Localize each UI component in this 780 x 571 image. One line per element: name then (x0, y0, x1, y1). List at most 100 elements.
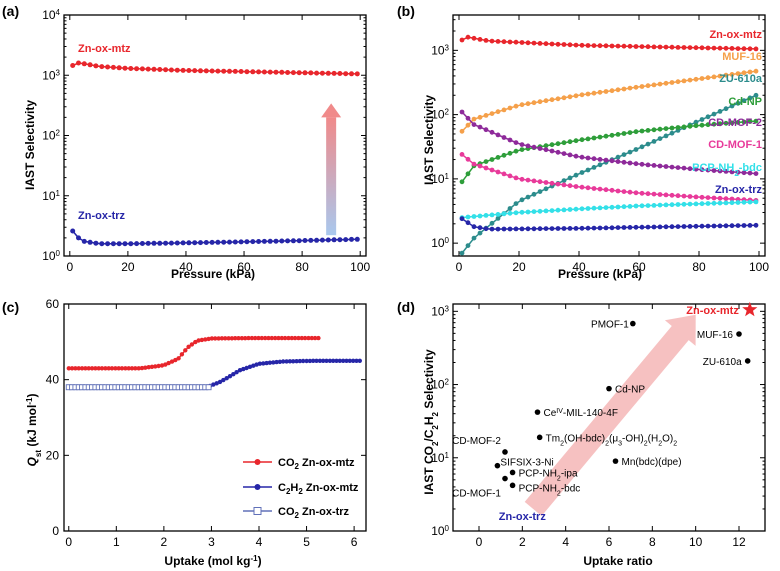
data-point (621, 43, 627, 49)
data-point (507, 105, 513, 111)
data-point (537, 99, 543, 105)
data-point (735, 223, 741, 229)
data-point (277, 359, 283, 364)
data-point (169, 359, 175, 364)
data-point (687, 194, 693, 199)
data-point (211, 382, 216, 387)
series-co2-zn-ox-mtz (66, 335, 321, 371)
data-point (477, 114, 483, 120)
data-point (174, 240, 180, 246)
data-point (711, 74, 717, 80)
data-point (269, 335, 274, 341)
data-point (304, 358, 309, 364)
x-tick-label: 80 (295, 260, 309, 274)
data-point (675, 165, 681, 171)
data-point (633, 147, 639, 152)
data-point (215, 68, 221, 74)
data-point (271, 360, 276, 365)
data-point (633, 161, 639, 167)
point-muf-16: MUF-16 (697, 330, 742, 341)
data-point (243, 336, 248, 341)
data-point (705, 45, 711, 51)
panel-a-arrow-head (321, 103, 342, 118)
data-point (513, 226, 519, 232)
data-point (603, 157, 609, 163)
panel-b-legend-label: CD-MOF-2 (708, 117, 762, 129)
data-point (186, 68, 192, 73)
data-point (465, 156, 471, 162)
data-point (238, 69, 244, 74)
data-point (324, 358, 329, 363)
data-point (693, 119, 699, 125)
data-point (711, 45, 717, 51)
data-point (81, 61, 87, 67)
data-point (282, 335, 288, 341)
data-point (645, 141, 651, 147)
data-point (87, 62, 93, 68)
data-point (109, 366, 115, 371)
data-point (651, 203, 657, 208)
data-point (687, 77, 693, 83)
data-point (128, 241, 134, 247)
data-point (105, 64, 111, 70)
data-point (693, 201, 699, 207)
data-point (206, 336, 211, 342)
data-point (543, 143, 549, 149)
data-point (477, 37, 483, 42)
data-point (477, 225, 483, 231)
data-point (495, 216, 501, 221)
data-point (519, 147, 525, 153)
data-point (281, 359, 286, 364)
data-point (507, 39, 513, 45)
data-point (723, 223, 729, 229)
data-point (531, 178, 537, 184)
data-point (627, 43, 633, 49)
data-point (106, 366, 111, 371)
data-point (741, 223, 747, 228)
data-point (337, 358, 342, 363)
y-tick-label: 102 (42, 128, 60, 143)
data-point (513, 210, 519, 216)
y-tick-label: 20 (46, 448, 60, 462)
data-point (471, 214, 477, 219)
data-point (483, 159, 489, 165)
data-point (234, 370, 239, 375)
data-point (306, 335, 311, 341)
data-point (465, 171, 471, 177)
data-point (257, 361, 263, 366)
data-point (519, 176, 525, 182)
y-tick-label: 60 (46, 297, 60, 311)
data-point (215, 239, 221, 245)
data-point (219, 336, 225, 341)
data-point (549, 142, 555, 148)
data-point (70, 228, 76, 234)
data-point (341, 358, 346, 363)
data-point (105, 241, 111, 247)
legend-label: CO2 Zn-ox-mtz (278, 457, 355, 471)
y-tick-label: 102 (431, 107, 449, 122)
data-point (669, 44, 675, 50)
data-point (99, 241, 105, 247)
data-point (279, 69, 285, 75)
data-point (337, 237, 343, 243)
data-point (285, 238, 291, 244)
data-point (209, 336, 215, 341)
data-point (603, 205, 609, 211)
data-point (747, 199, 753, 205)
data-point (747, 69, 753, 75)
data-point (495, 155, 501, 160)
data-point (711, 223, 717, 229)
data-point (507, 206, 513, 211)
data-point (663, 126, 669, 131)
data-point (585, 225, 591, 231)
data-point (244, 69, 250, 75)
data-point (495, 132, 501, 138)
data-point (495, 212, 501, 217)
data-point (267, 69, 273, 75)
x-tick-label: 40 (179, 260, 193, 274)
data-point (232, 239, 238, 245)
data-point (151, 240, 157, 246)
data-point (657, 202, 663, 208)
point-label: Tm2(OH-bdc)2(μ3-OH)2(H2O)2 (546, 433, 678, 447)
data-point (483, 213, 489, 218)
